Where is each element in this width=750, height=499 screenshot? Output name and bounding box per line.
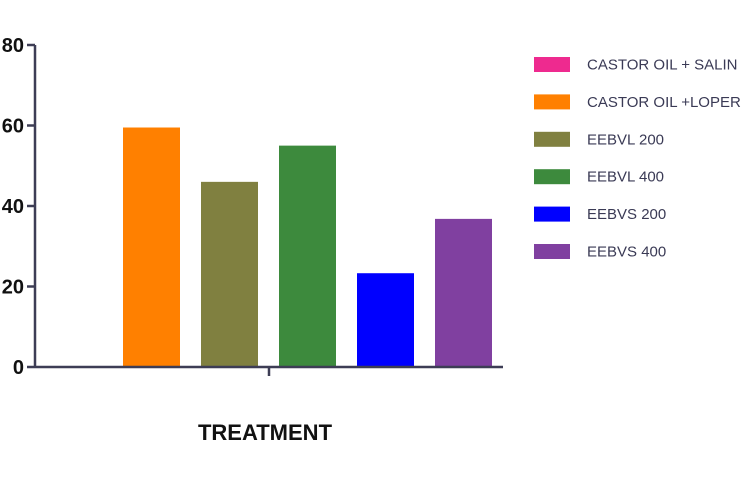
legend-swatch — [534, 206, 570, 222]
legend-swatch — [534, 131, 570, 147]
bar — [201, 181, 258, 367]
y-tick-label: 60 — [2, 116, 24, 138]
legend: CASTOR OIL + SALIN CASTOR OIL +LOPER EEBVL… — [534, 57, 741, 261]
legend-item: EEBVL 200 — [534, 131, 664, 148]
bar — [435, 218, 492, 367]
legend-swatch — [534, 94, 570, 110]
bars — [123, 127, 492, 367]
bar — [123, 127, 180, 367]
legend-item: CASTOR OIL +LOPER — [534, 94, 741, 111]
y-tick-label: 0 — [13, 357, 24, 379]
legend-label: CASTOR OIL +LOPER — [587, 94, 741, 111]
legend-item: EEBVS 400 — [534, 244, 666, 261]
legend-label: EEBVS 200 — [587, 206, 666, 223]
legend-swatch — [534, 169, 570, 185]
bar — [279, 145, 336, 367]
legend-item: EEBVL 400 — [534, 169, 664, 186]
legend-label: CASTOR OIL + SALIN — [587, 57, 737, 74]
x-axis-label: TREATMENT — [198, 420, 333, 445]
legend-label: EEBVS 400 — [587, 244, 666, 261]
y-axis-ticks: 0 20 40 60 80 — [2, 35, 35, 379]
y-tick-label: 20 — [2, 277, 24, 299]
y-tick-label: 80 — [2, 35, 24, 57]
bar — [357, 273, 414, 367]
legend-swatch — [534, 244, 570, 259]
y-tick-label: 40 — [2, 196, 24, 218]
legend-label: EEBVL 200 — [587, 131, 664, 148]
legend-item: CASTOR OIL + SALIN — [534, 57, 737, 74]
legend-item: EEBVS 200 — [534, 206, 666, 223]
legend-swatch — [534, 57, 570, 72]
legend-label: EEBVL 400 — [587, 169, 664, 186]
